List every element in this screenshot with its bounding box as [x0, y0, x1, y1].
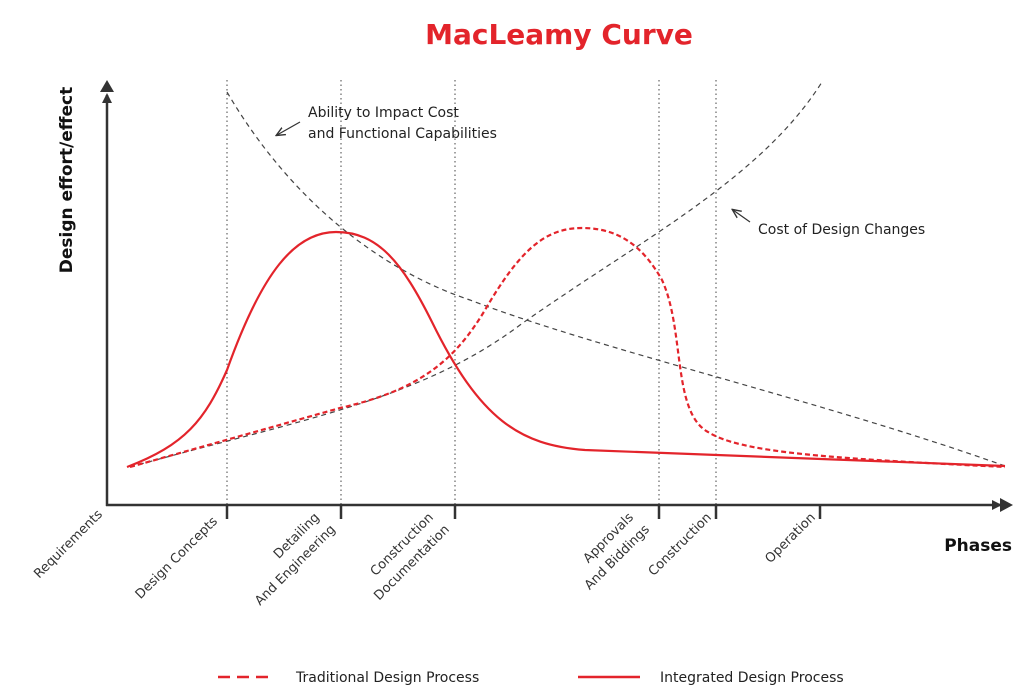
phase-label: Construction	[646, 510, 715, 579]
legend-label: Integrated Design Process	[660, 670, 844, 686]
traditional-curve	[129, 226, 1006, 469]
integrated-curve	[126, 230, 1006, 469]
y-axis-label: Design effort/effect	[57, 87, 77, 274]
axes	[102, 93, 1002, 519]
reference-curves	[129, 81, 1006, 468]
annotation-arrow	[277, 121, 301, 135]
phase-label: Requirements	[31, 507, 106, 582]
annotation: and Functional Capabilities	[308, 126, 497, 142]
phase-dividers	[226, 80, 717, 505]
annotation-arrow	[733, 210, 751, 223]
annotation: Cost of Design Changes	[758, 222, 925, 238]
phase-label: Operation	[762, 510, 818, 566]
x-axis-label: Phases	[944, 536, 1012, 556]
title: MacLeamy Curve	[425, 18, 693, 51]
phase-label: Design Concepts	[133, 514, 221, 602]
legend-label: Traditional Design Process	[295, 670, 479, 686]
annotation: Ability to Impact Cost	[308, 105, 459, 121]
